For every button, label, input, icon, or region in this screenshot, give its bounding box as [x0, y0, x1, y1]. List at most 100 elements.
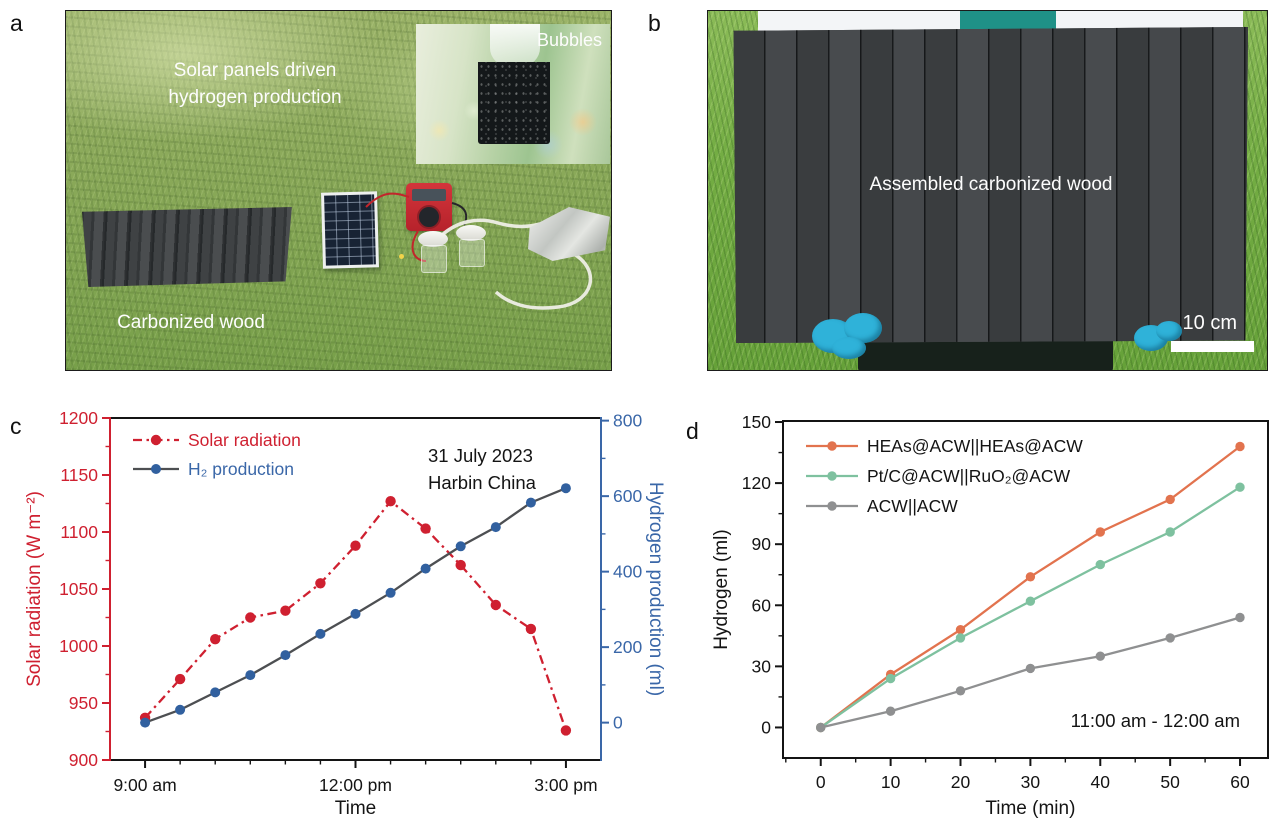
inset-label: Bubbles [536, 30, 602, 50]
scale-bar-label: 10 cm [1182, 312, 1237, 334]
scale-bar [1171, 341, 1254, 352]
data-point [1235, 612, 1245, 623]
chart-c-content: 9:00 am 12:00 pm 3:00 pm Time 900 950 1000 1050… [24, 408, 666, 819]
data-point [560, 483, 571, 494]
chart-panel-c: 9:00 am 12:00 pm 3:00 pm Time 900 950 1000 1050… [24, 408, 666, 819]
flower-dot [399, 254, 404, 259]
data-point [315, 628, 326, 639]
panel-label-a: a [10, 10, 23, 36]
cell-cap-right [456, 225, 486, 241]
data-point [1095, 559, 1105, 570]
data-point [245, 670, 256, 681]
data-point [385, 496, 396, 507]
svg-text:400: 400 [613, 562, 642, 582]
data-point [245, 612, 256, 623]
data-point [955, 686, 966, 696]
carbonized-wood-label: Carbonized wood [117, 312, 265, 333]
data-point [1235, 482, 1245, 492]
data-point [1095, 651, 1105, 661]
svg-text:H₂ production: H₂ production [188, 459, 294, 479]
svg-text:0: 0 [816, 772, 826, 792]
panel-b-caption: Assembled carbonized wood [869, 174, 1113, 195]
svg-text:90: 90 [752, 534, 772, 554]
glove-right-fingers [1156, 321, 1182, 341]
panel-label-c: c [10, 413, 22, 439]
svg-text:0: 0 [613, 713, 623, 733]
svg-text:0: 0 [761, 717, 771, 737]
svg-text:1100: 1100 [60, 522, 98, 542]
svg-text:Pt/C@ACW||RuO₂@ACW: Pt/C@ACW||RuO₂@ACW [867, 466, 1071, 486]
tubes-wires-overlay [365, 192, 593, 310]
multimeter-illustration [406, 183, 452, 231]
legend-marker [827, 501, 837, 511]
x-axis: 9:00 am 12:00 pm 3:00 pm Time [113, 760, 598, 819]
dark-pants-shadow [858, 337, 1113, 370]
legend: Solar radiation H₂ production [133, 430, 301, 479]
series-line [144, 487, 567, 724]
carbonized-wood-illustration [82, 207, 292, 287]
data-point [175, 704, 186, 715]
data-point [140, 717, 151, 728]
cell-jar-left [421, 245, 447, 273]
data-point [174, 673, 186, 685]
svg-text:200: 200 [613, 637, 642, 657]
electrolysis-cells-illustration [418, 223, 494, 279]
svg-text:900: 900 [69, 750, 98, 770]
right-axis: 0 200 400 600 800 Hydrogen production (ml) [601, 411, 666, 733]
data-point [210, 687, 221, 698]
svg-text:150: 150 [742, 412, 771, 432]
svg-text:ACW||ACW: ACW||ACW [867, 496, 958, 516]
data-point [455, 559, 466, 571]
cell-cap-left [418, 231, 448, 247]
data-point [525, 497, 536, 508]
data-point [885, 673, 896, 684]
panel-label-d: d [686, 418, 699, 444]
data-point [315, 578, 326, 589]
svg-text:Time (min): Time (min) [985, 798, 1075, 819]
glass-tube-illustration [490, 24, 540, 66]
svg-text:1150: 1150 [60, 465, 98, 485]
data-point [1165, 633, 1175, 643]
svg-text:120: 120 [742, 473, 771, 493]
data-point [1025, 572, 1036, 582]
legend-marker [827, 441, 837, 451]
svg-text:12:00 pm: 12:00 pm [319, 775, 392, 795]
svg-text:11:00 am - 12:00 am: 11:00 am - 12:00 am [1071, 710, 1240, 731]
panel-a-caption-line2: hydrogen production [168, 87, 342, 108]
svg-text:60: 60 [1230, 772, 1250, 792]
data-point [490, 599, 501, 611]
legend-marker [151, 464, 161, 474]
glove-left-thumb [832, 337, 866, 359]
data-point [816, 722, 826, 733]
photo-panel-b: Assembled carbonized wood 10 cm [707, 10, 1268, 371]
svg-text:20: 20 [951, 772, 971, 792]
data-point [210, 634, 221, 645]
series-group [139, 483, 572, 736]
data-point [490, 522, 501, 533]
svg-text:30: 30 [752, 656, 772, 676]
series-line [820, 486, 1241, 729]
left-axis: 0 30 60 90 120 150 Hydrogen (ml) [711, 412, 783, 737]
x-axis: 0 10 20 30 40 50 60 Time (min) [785, 758, 1250, 819]
svg-text:50: 50 [1160, 772, 1180, 792]
data-point [280, 605, 291, 616]
series-line [820, 445, 1241, 729]
svg-text:Time: Time [335, 798, 377, 819]
svg-text:31 July 2023: 31 July 2023 [428, 445, 533, 466]
legend-marker [150, 434, 162, 446]
multimeter-dial [417, 205, 441, 229]
data-point [885, 706, 896, 716]
svg-text:30: 30 [1021, 772, 1041, 792]
svg-text:40: 40 [1091, 772, 1111, 792]
svg-text:950: 950 [69, 693, 98, 713]
svg-text:60: 60 [752, 595, 772, 615]
panel-a-caption: Solar panels driven hydrogen production [124, 57, 386, 111]
svg-text:10: 10 [881, 772, 901, 792]
svg-text:1050: 1050 [59, 579, 98, 599]
panel-a-caption-line1: Solar panels driven [173, 60, 337, 81]
data-point [350, 608, 361, 619]
left-axis: 900 950 1000 1050 1100 1150 1200 Solar radiatio… [24, 408, 110, 770]
data-point [955, 625, 966, 635]
svg-text:Solar radiation (W m⁻²): Solar radiation (W m⁻²) [24, 491, 45, 687]
